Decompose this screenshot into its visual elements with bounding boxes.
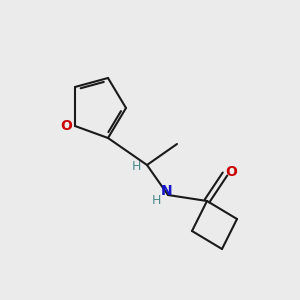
Text: O: O [61,119,73,133]
Text: H: H [152,194,161,207]
Text: O: O [226,165,238,178]
Text: H: H [132,160,142,173]
Text: N: N [161,184,172,198]
